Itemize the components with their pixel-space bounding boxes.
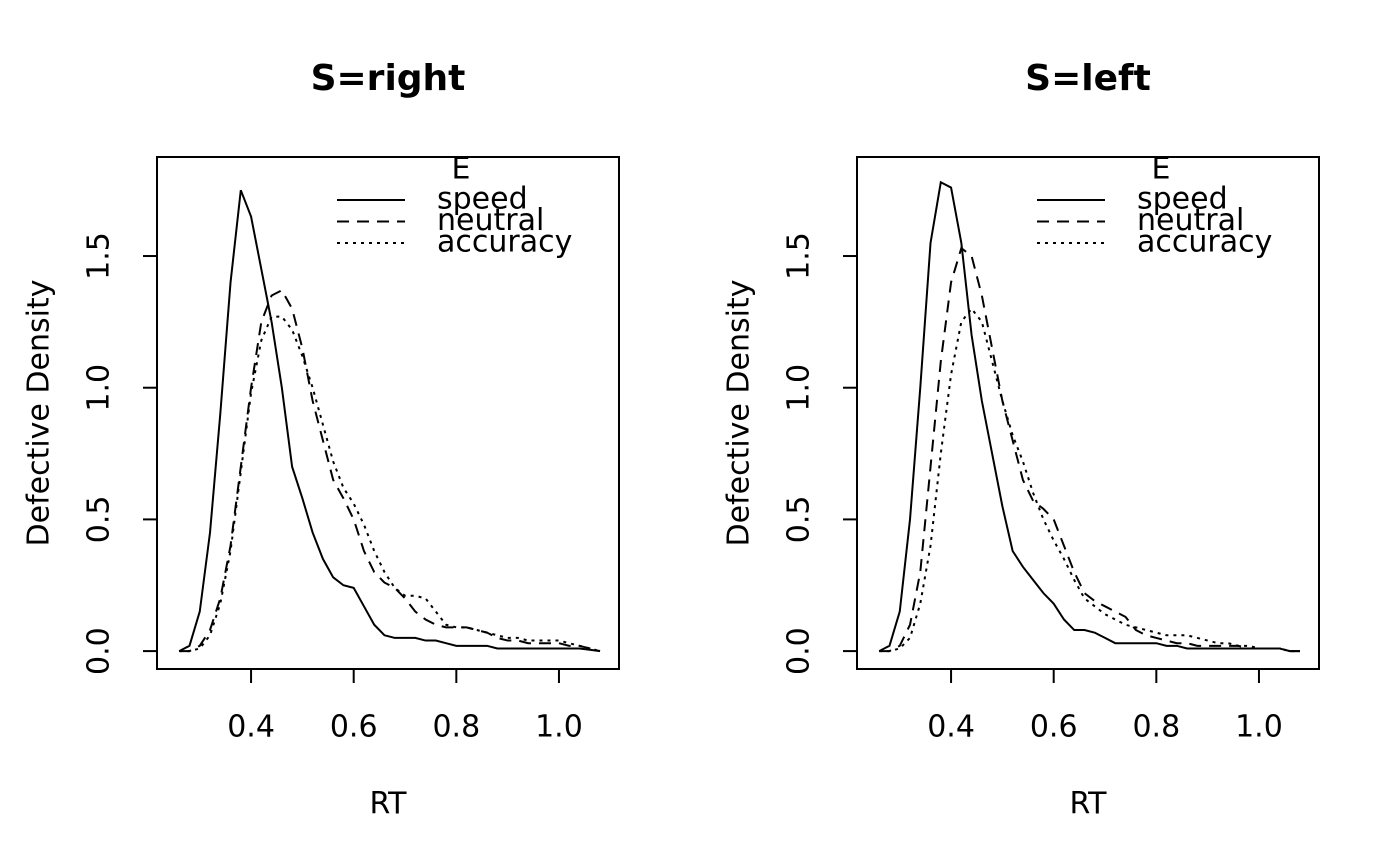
density-line <box>178 189 601 653</box>
chart-title: S=right <box>311 58 466 99</box>
plot-box <box>856 156 1320 670</box>
x-tick-label: 0.8 <box>432 710 480 745</box>
legend-title: E <box>452 152 471 187</box>
y-tick-label: 1.0 <box>782 364 817 412</box>
x-tick-label: 0.4 <box>927 710 975 745</box>
y-tick-label: 1.5 <box>82 232 117 280</box>
legend-label: accuracy <box>1137 225 1272 260</box>
legend-label: neutral <box>1137 203 1244 238</box>
x-axis-label: RT <box>370 787 408 822</box>
density-line <box>179 288 601 653</box>
y-tick-label: 1.5 <box>782 232 817 280</box>
legend-title: E <box>1152 152 1171 187</box>
density-line <box>879 246 1301 653</box>
x-tick-label: 1.0 <box>535 710 583 745</box>
y-axis-label: Defective Density <box>22 280 57 547</box>
y-tick-label: 0.0 <box>82 627 117 675</box>
legend-label: accuracy <box>437 225 572 260</box>
x-tick-label: 0.8 <box>1132 710 1180 745</box>
density-line <box>879 307 1301 653</box>
legend-label: neutral <box>437 203 544 238</box>
x-tick-label: 1.0 <box>1235 710 1283 745</box>
x-tick-label: 0.4 <box>227 710 275 745</box>
legend-label: speed <box>437 182 528 217</box>
x-axis-label: RT <box>1070 787 1108 822</box>
density-line <box>878 180 1301 653</box>
plot-box <box>156 156 620 670</box>
density-line <box>179 315 601 653</box>
x-tick-label: 0.6 <box>330 710 378 745</box>
y-tick-label: 0.5 <box>782 496 817 544</box>
chart-title: S=left <box>1025 58 1151 99</box>
legend-label: speed <box>1137 182 1228 217</box>
y-axis-label: Defective Density <box>722 280 757 547</box>
y-tick-label: 1.0 <box>82 364 117 412</box>
y-tick-label: 0.5 <box>82 496 117 544</box>
x-tick-label: 0.6 <box>1030 710 1078 745</box>
y-tick-label: 0.0 <box>782 627 817 675</box>
